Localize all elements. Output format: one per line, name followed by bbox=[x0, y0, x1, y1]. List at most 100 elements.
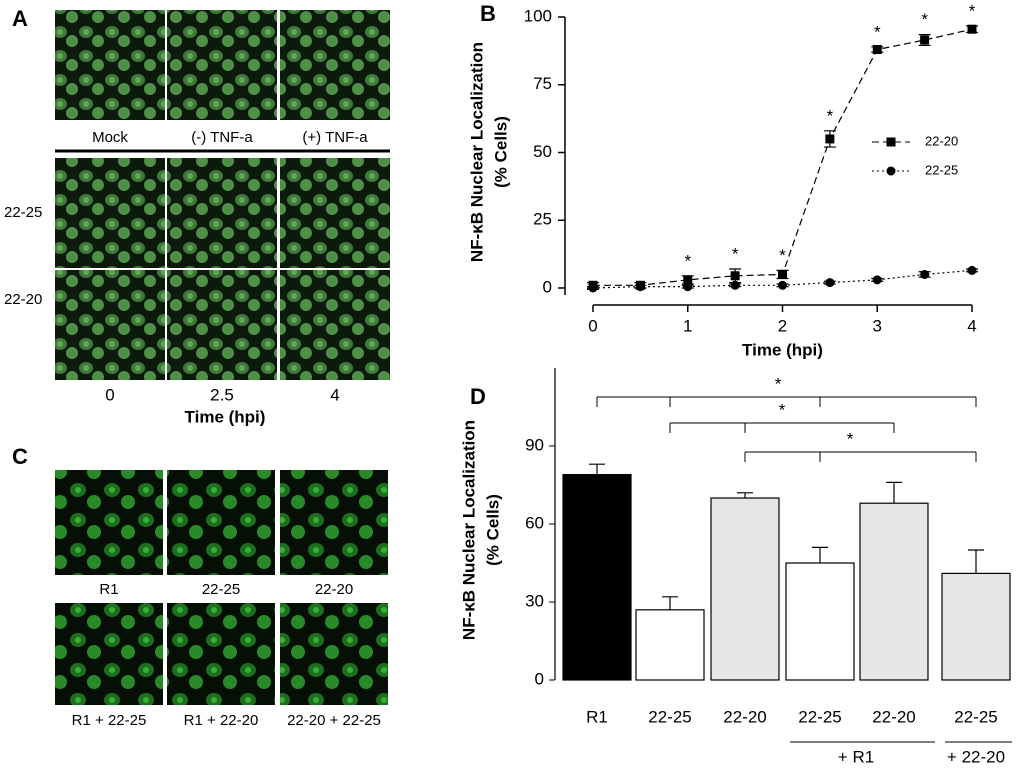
significance: * bbox=[874, 22, 881, 41]
x-tick-label: 22-25 bbox=[648, 707, 691, 726]
panel-label: C bbox=[12, 444, 28, 469]
time-label: 2.5 bbox=[210, 385, 234, 404]
bar bbox=[710, 497, 780, 681]
image-label: R1 + 22-20 bbox=[184, 712, 259, 729]
image-label: 22-25 bbox=[202, 581, 240, 598]
x-tick-label: 4 bbox=[967, 316, 976, 335]
significance-bracket bbox=[669, 422, 895, 433]
micrograph bbox=[167, 470, 275, 575]
significance: * bbox=[732, 245, 739, 264]
significance: * bbox=[779, 400, 786, 419]
bar bbox=[635, 609, 705, 681]
panel-c: R1 R1 + 22-25 22-25 R1 + 22-20 22-20 22-20 + … bbox=[55, 470, 388, 729]
micrograph bbox=[55, 10, 165, 120]
marker bbox=[778, 269, 787, 279]
significance: * bbox=[969, 1, 976, 20]
micrograph bbox=[167, 10, 277, 120]
legend-label: 22-25 bbox=[925, 162, 958, 177]
panel-a: Mock 0 (-) TNF-a 2.5 (+) TNF-a 4 22-25 22-20 Tim… bbox=[4, 10, 390, 426]
x-tick-label: 22-25 bbox=[798, 707, 841, 726]
x-tick-label: 22-20 bbox=[872, 707, 915, 726]
micrograph bbox=[280, 10, 390, 120]
micrograph bbox=[280, 158, 390, 268]
panel-label: D bbox=[470, 384, 486, 409]
marker bbox=[635, 282, 645, 292]
x-tick-label: 0 bbox=[588, 316, 597, 335]
marker bbox=[825, 134, 835, 144]
significance: * bbox=[775, 374, 782, 393]
y-tick-label: 30 bbox=[525, 591, 544, 610]
column-label: (-) TNF-a bbox=[191, 129, 253, 146]
micrograph bbox=[55, 603, 163, 705]
error-bar bbox=[812, 546, 828, 563]
y-tick-label: 25 bbox=[533, 210, 552, 229]
error-bar bbox=[968, 549, 984, 574]
significance-bracket bbox=[744, 451, 977, 462]
column-label: (+) TNF-a bbox=[302, 129, 368, 146]
significance: * bbox=[827, 106, 834, 125]
image-label: R1 bbox=[99, 581, 118, 598]
bar bbox=[859, 502, 929, 681]
x-tick-label: 1 bbox=[683, 316, 692, 335]
y-tick-label: 0 bbox=[543, 277, 552, 296]
micrograph bbox=[55, 158, 165, 268]
micrograph bbox=[167, 270, 277, 380]
significance-bracket bbox=[596, 396, 977, 407]
error-bar bbox=[886, 481, 902, 504]
bar bbox=[785, 562, 855, 681]
marker bbox=[967, 24, 977, 34]
row-label: 22-25 bbox=[4, 204, 42, 221]
marker bbox=[920, 35, 930, 45]
micrograph bbox=[280, 603, 388, 705]
time-label: 4 bbox=[330, 385, 339, 404]
y-tick-label: 50 bbox=[533, 142, 552, 161]
time-title: Time (hpi) bbox=[185, 407, 266, 426]
x-tick-label: R1 bbox=[586, 707, 608, 726]
micrograph bbox=[167, 158, 277, 268]
group-label: + 22-20 bbox=[947, 747, 1005, 766]
panel-b: 0 25 50 75 100 0 1 2 3 4 Time (hpi) NF-κB Nuclear L… bbox=[467, 1, 978, 359]
marker bbox=[825, 278, 835, 288]
row-label: 22-20 bbox=[4, 291, 42, 308]
marker bbox=[730, 280, 740, 290]
micrograph bbox=[167, 603, 275, 705]
x-tick-label: 22-20 bbox=[723, 707, 766, 726]
marker bbox=[683, 282, 693, 292]
bar bbox=[562, 474, 632, 681]
bar bbox=[941, 572, 1011, 681]
significance: * bbox=[779, 246, 786, 265]
legend-label: 22-20 bbox=[925, 133, 958, 148]
significance: * bbox=[921, 10, 928, 29]
micrograph bbox=[55, 270, 165, 380]
marker bbox=[730, 271, 740, 281]
y-tick-label: 75 bbox=[533, 74, 552, 93]
image-label: 22-20 + 22-25 bbox=[287, 712, 381, 729]
y-tick-label: 90 bbox=[525, 435, 544, 454]
panel-label: B bbox=[480, 1, 496, 26]
marker bbox=[920, 269, 930, 279]
x-axis-label: Time (hpi) bbox=[742, 340, 823, 359]
image-label: R1 + 22-25 bbox=[72, 712, 147, 729]
y-axis-label: (% Cells) bbox=[491, 116, 510, 188]
x-tick-label: 2 bbox=[778, 316, 787, 335]
y-axis-label: NF-κB Nuclear Localization bbox=[467, 42, 486, 262]
error-bar bbox=[662, 596, 678, 610]
micrograph bbox=[55, 470, 163, 575]
significance: * bbox=[684, 251, 691, 270]
marker bbox=[872, 275, 882, 285]
legend-marker bbox=[886, 166, 896, 176]
y-tick-label: 60 bbox=[525, 513, 544, 532]
legend-marker bbox=[886, 137, 896, 147]
marker bbox=[588, 283, 598, 293]
series-line bbox=[592, 269, 973, 289]
y-axis-label: NF-κB Nuclear Localization bbox=[459, 420, 478, 640]
marker bbox=[872, 45, 882, 55]
error-bar bbox=[737, 492, 753, 498]
y-axis-label: (% Cells) bbox=[483, 494, 502, 566]
y-tick-label: 0 bbox=[535, 669, 544, 688]
error-bar bbox=[589, 463, 605, 475]
column-label: Mock bbox=[92, 129, 128, 146]
time-label: 0 bbox=[105, 385, 114, 404]
panel-d: 0 30 60 90 NF-κB Nuclear Localization (% Cell… bbox=[459, 368, 1012, 766]
